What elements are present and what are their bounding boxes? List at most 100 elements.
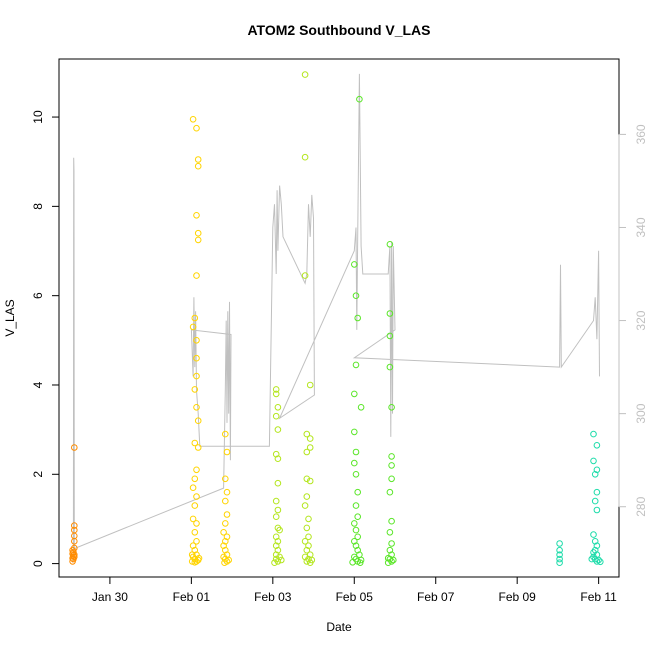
data-point: [193, 520, 200, 527]
data-point: [305, 533, 312, 541]
data-point: [352, 292, 360, 300]
data-point: [356, 95, 363, 103]
data-point: [71, 522, 78, 529]
data-point: [354, 533, 362, 541]
data-point: [305, 515, 312, 523]
data-point: [191, 314, 199, 322]
data-point: [272, 542, 280, 550]
x-axis-label: Date: [326, 620, 352, 634]
data-point: [223, 533, 231, 541]
data-point: [386, 332, 394, 340]
x-tick-label: Feb 01: [173, 590, 211, 604]
data-point: [191, 439, 199, 447]
x-tick-label: Feb 09: [499, 590, 537, 604]
data-point: [303, 546, 311, 554]
data-point: [195, 554, 203, 562]
y-axis-label: V_LAS: [3, 299, 17, 336]
data-point: [301, 502, 309, 509]
data-point: [357, 404, 365, 411]
y-tick-label: 0: [31, 560, 45, 567]
data-point: [388, 517, 395, 525]
data-point: [189, 484, 197, 492]
x-axis: Jan 30 Feb 01 Feb 03 Feb 05 Feb 07 Feb 09 Feb …: [92, 576, 617, 604]
data-point: [71, 551, 78, 559]
data-point: [70, 552, 77, 559]
data-point: [193, 272, 200, 279]
data-point: [386, 241, 394, 248]
data-point: [194, 444, 202, 451]
data-point: [272, 412, 280, 420]
data-point: [352, 448, 360, 456]
data-point: [354, 314, 362, 322]
data-point: [71, 544, 78, 552]
data-point: [597, 558, 604, 566]
data-point: [590, 531, 597, 538]
data-point: [188, 551, 196, 559]
data-point: [352, 542, 360, 550]
data-point: [272, 390, 280, 398]
data-point: [306, 559, 314, 567]
data-point: [595, 556, 602, 564]
data-point: [303, 448, 311, 456]
data-point: [388, 404, 395, 411]
data-point: [593, 442, 601, 449]
data-point: [303, 430, 311, 438]
data-point: [188, 558, 196, 565]
data-point: [388, 453, 395, 460]
data-point: [274, 506, 282, 514]
data-point: [193, 354, 200, 362]
data-point: [351, 428, 358, 436]
data-point: [189, 542, 197, 550]
data-point: [223, 511, 231, 518]
data-point: [193, 404, 200, 411]
data-point: [272, 386, 280, 393]
data-point: [271, 559, 278, 567]
data-point: [351, 390, 358, 398]
y2-axis-right: 280 300 320 340 360: [618, 124, 648, 517]
data-point: [222, 520, 229, 527]
data-point: [276, 526, 283, 534]
data-point: [274, 479, 282, 487]
data-point: [357, 556, 365, 564]
data-point: [274, 558, 282, 565]
x-tick-label: Feb 07: [417, 590, 455, 604]
y-tick-label: 10: [31, 110, 45, 124]
data-point: [272, 497, 280, 505]
data-point: [222, 497, 229, 505]
data-point: [272, 533, 280, 541]
plot-frame: [58, 58, 620, 578]
data-point: [388, 475, 395, 483]
data-point: [390, 556, 397, 564]
data-point: [386, 546, 394, 554]
data-point: [189, 515, 197, 523]
data-point: [303, 493, 311, 500]
data-point: [556, 559, 563, 567]
chart-title: ATOM2 Southbound V_LAS: [247, 22, 430, 38]
data-point: [386, 488, 394, 496]
data-point: [303, 524, 311, 532]
data-point: [556, 555, 563, 563]
y-tick-label: 4: [31, 381, 45, 388]
data-point: [70, 548, 77, 556]
data-point: [221, 559, 228, 567]
data-point: [278, 556, 285, 564]
data-point: [193, 372, 200, 380]
data-point: [272, 513, 280, 521]
data-point: [556, 551, 563, 559]
data-point: [388, 462, 395, 469]
y-tick-label: 8: [31, 203, 45, 210]
data-point: [593, 488, 601, 496]
data-point: [306, 477, 314, 485]
data-point: [189, 116, 197, 123]
data-point: [591, 471, 599, 478]
data-point: [588, 555, 596, 563]
x-tick-label: Feb 11: [580, 590, 617, 604]
data-point: [386, 363, 394, 371]
data-point: [354, 488, 362, 496]
data-point: [556, 540, 563, 547]
secondary-line-layer: [72, 73, 600, 563]
data-point: [352, 471, 360, 478]
data-point: [194, 236, 202, 244]
series-3: [271, 71, 316, 567]
